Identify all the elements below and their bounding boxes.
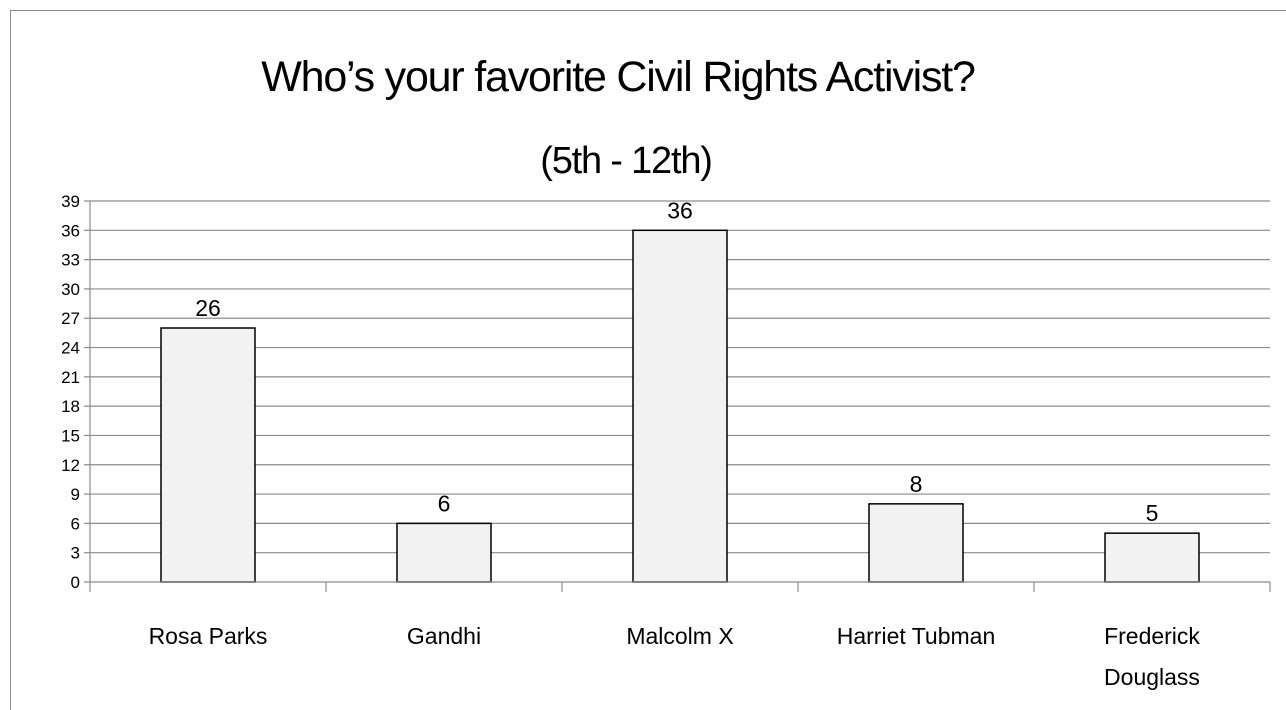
y-tick-label: 27 xyxy=(61,309,80,328)
data-label: 6 xyxy=(438,490,451,516)
bar xyxy=(868,503,964,583)
y-tick-label: 12 xyxy=(61,456,80,475)
y-tick-label: 15 xyxy=(61,426,80,445)
data-label: 8 xyxy=(910,471,923,497)
axes xyxy=(84,200,1271,592)
y-tick-label: 36 xyxy=(61,221,80,240)
y-tick-label: 33 xyxy=(61,251,80,270)
y-tick-label: 30 xyxy=(61,280,80,299)
category-label: Gandhi xyxy=(407,623,481,649)
y-tick-label: 9 xyxy=(71,485,80,504)
category-label: Douglass xyxy=(1104,664,1200,690)
chart-title: Who’s your favorite Civil Rights Activis… xyxy=(261,53,976,101)
y-tick-label: 21 xyxy=(61,368,80,387)
y-tick-label: 0 xyxy=(71,573,80,592)
bar xyxy=(396,522,492,583)
y-tick-label: 39 xyxy=(61,192,80,211)
category-label: Harriet Tubman xyxy=(837,623,996,649)
bar xyxy=(160,327,256,583)
bar xyxy=(632,229,728,583)
data-label: 36 xyxy=(667,197,693,223)
chart-frame xyxy=(10,10,1286,710)
category-label: Rosa Parks xyxy=(149,623,268,649)
category-label: Malcolm X xyxy=(626,623,733,649)
data-label: 26 xyxy=(195,295,221,321)
category-label: Frederick xyxy=(1104,623,1200,649)
bar xyxy=(1104,532,1200,583)
y-tick-label: 3 xyxy=(71,544,80,563)
y-tick-label: 24 xyxy=(61,339,80,358)
chart-subtitle: (5th - 12th) xyxy=(540,140,713,182)
data-label: 5 xyxy=(1146,500,1159,526)
y-tick-label: 18 xyxy=(61,397,80,416)
y-tick-label: 6 xyxy=(71,514,80,533)
bars xyxy=(160,229,1200,583)
